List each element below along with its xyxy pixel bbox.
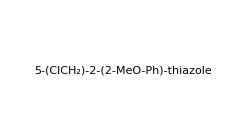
Text: 5-(ClCH₂)-2-(2-MeO-Ph)-thiazole: 5-(ClCH₂)-2-(2-MeO-Ph)-thiazole — [34, 65, 212, 75]
